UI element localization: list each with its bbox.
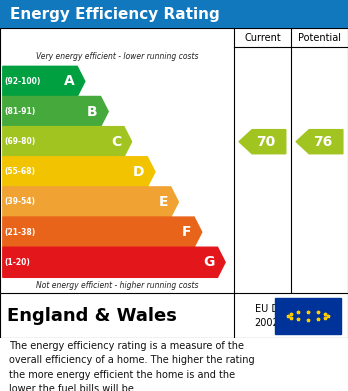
Polygon shape bbox=[3, 66, 85, 97]
Text: Very energy efficient - lower running costs: Very energy efficient - lower running co… bbox=[36, 52, 198, 61]
Text: Not energy efficient - higher running costs: Not energy efficient - higher running co… bbox=[36, 281, 198, 290]
Text: EU Directive
2002/91/EC: EU Directive 2002/91/EC bbox=[255, 304, 315, 328]
Polygon shape bbox=[3, 247, 225, 277]
Text: (69-80): (69-80) bbox=[5, 137, 36, 146]
Text: Potential: Potential bbox=[298, 33, 341, 43]
Text: (39-54): (39-54) bbox=[5, 197, 35, 206]
Text: G: G bbox=[203, 255, 215, 269]
Polygon shape bbox=[3, 127, 132, 157]
Text: 76: 76 bbox=[313, 135, 332, 149]
Text: (55-68): (55-68) bbox=[5, 167, 35, 176]
Text: (92-100): (92-100) bbox=[5, 77, 41, 86]
Text: The energy efficiency rating is a measure of the
overall efficiency of a home. T: The energy efficiency rating is a measur… bbox=[9, 341, 254, 391]
Polygon shape bbox=[3, 97, 108, 127]
Text: D: D bbox=[133, 165, 144, 179]
Text: Current: Current bbox=[244, 33, 281, 43]
Text: Energy Efficiency Rating: Energy Efficiency Rating bbox=[10, 7, 220, 22]
Text: England & Wales: England & Wales bbox=[7, 307, 177, 325]
Text: (81-91): (81-91) bbox=[5, 107, 36, 116]
Text: E: E bbox=[158, 195, 168, 209]
Text: (1-20): (1-20) bbox=[5, 258, 30, 267]
Text: 70: 70 bbox=[256, 135, 275, 149]
Polygon shape bbox=[3, 217, 202, 247]
Text: A: A bbox=[64, 74, 74, 88]
Bar bbox=[275, 298, 341, 334]
Text: (21-38): (21-38) bbox=[5, 228, 36, 237]
Polygon shape bbox=[296, 130, 343, 154]
Text: F: F bbox=[182, 225, 191, 239]
Polygon shape bbox=[3, 157, 155, 187]
Polygon shape bbox=[3, 187, 179, 217]
Text: B: B bbox=[87, 104, 98, 118]
Polygon shape bbox=[239, 130, 286, 154]
Text: C: C bbox=[111, 135, 121, 149]
